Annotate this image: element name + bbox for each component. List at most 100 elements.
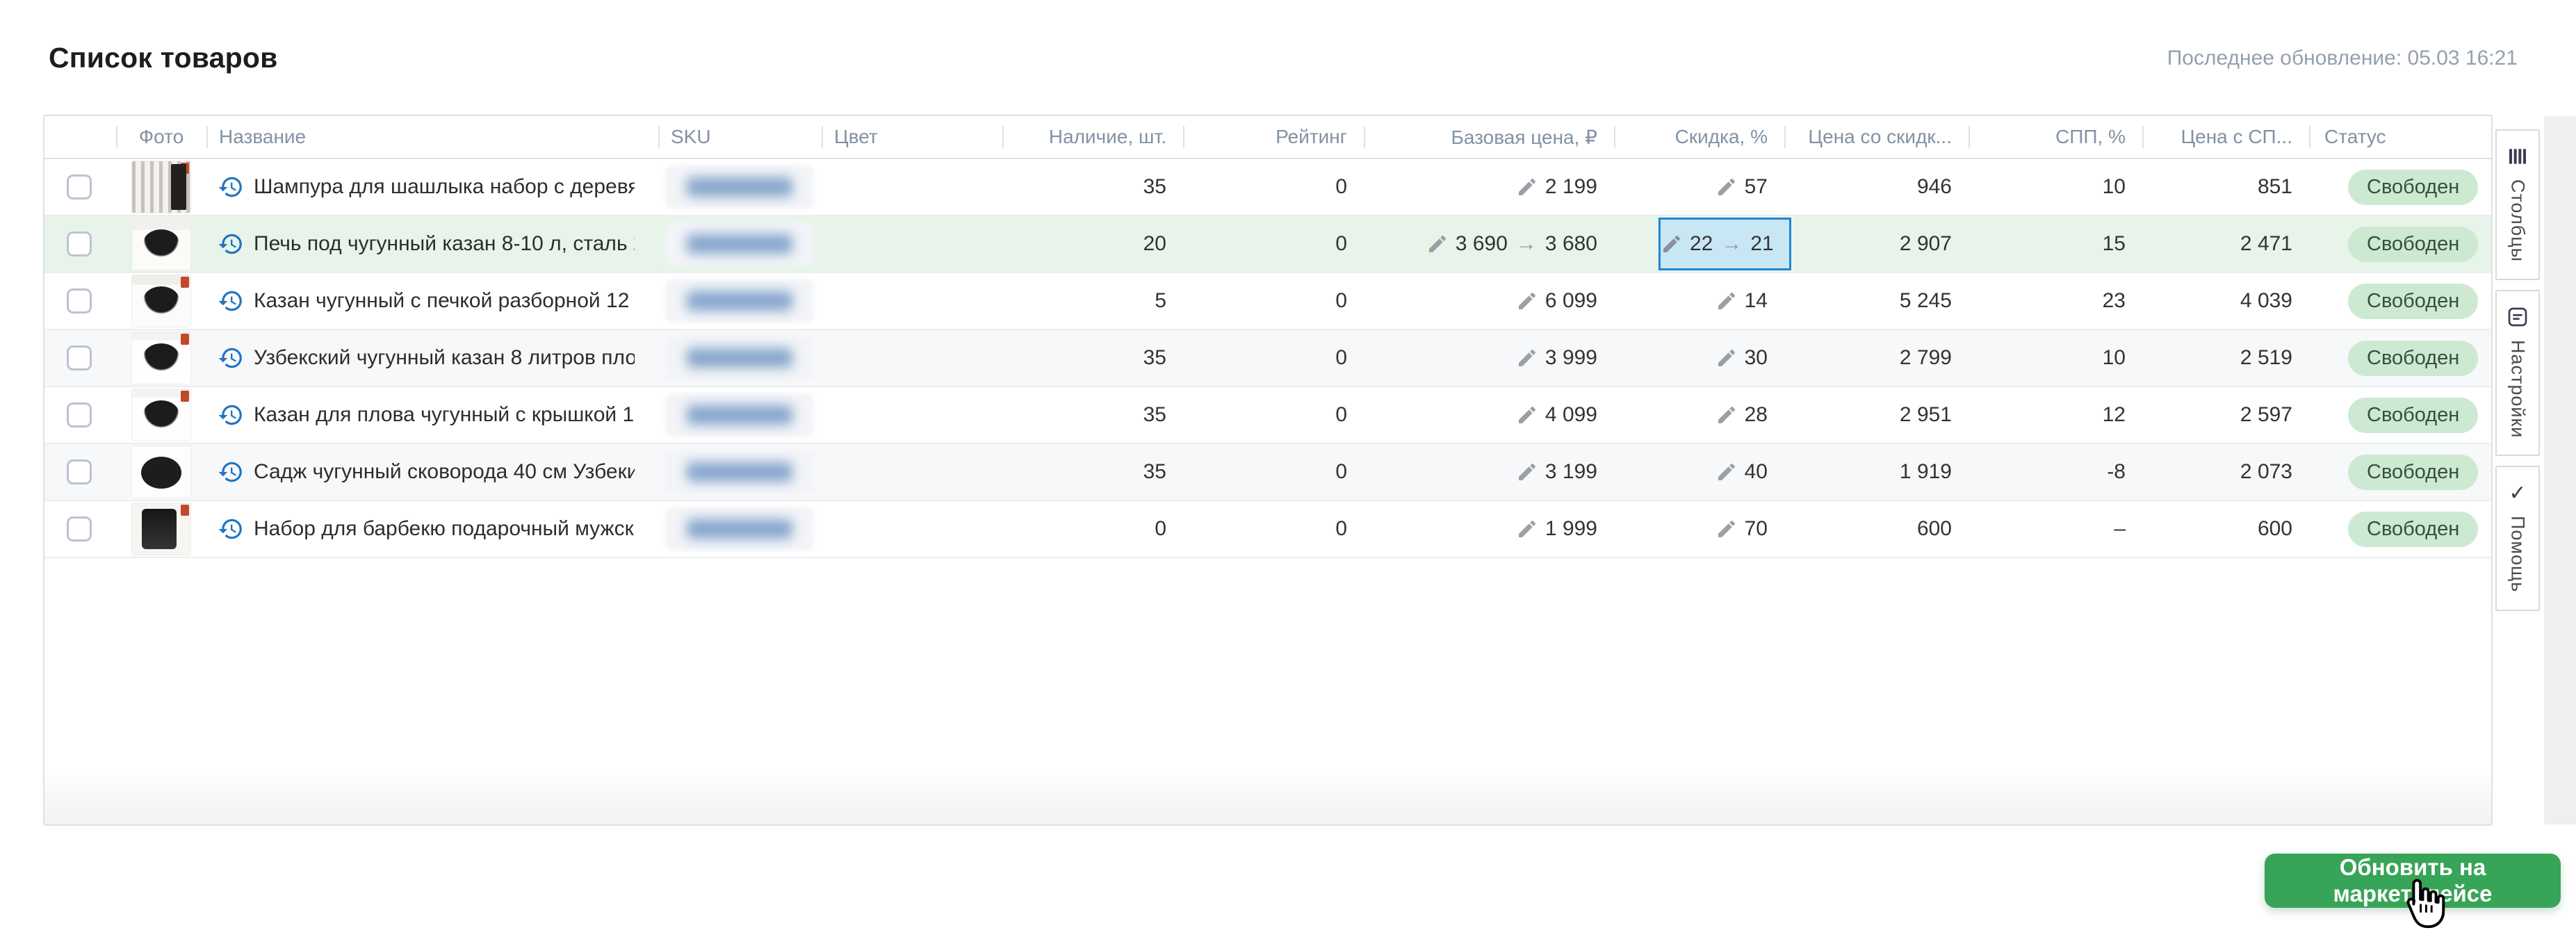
update-marketplace-button[interactable]: Обновить на маркетплейсе	[2265, 854, 2561, 908]
header-price-spp[interactable]: Цена с СП...	[2142, 116, 2309, 158]
header-discount[interactable]: Скидка, %	[1614, 116, 1784, 158]
base-price-cell[interactable]: 2 199	[1364, 159, 1614, 215]
header-price-discounted[interactable]: Цена со скидк...	[1784, 116, 1968, 158]
rating-cell: 0	[1335, 460, 1347, 483]
discount-cell[interactable]: 40	[1614, 444, 1784, 500]
base-price-value: 3 999	[1544, 346, 1597, 369]
price-discounted-cell: 2 951	[1899, 403, 1952, 426]
edit-icon[interactable]	[1715, 347, 1738, 369]
price-spp-cell: 2 471	[2240, 232, 2292, 255]
product-photo	[131, 275, 191, 327]
price-discounted-cell: 1 919	[1899, 460, 1952, 483]
color-cell	[822, 501, 1002, 557]
stock-cell: 0	[1155, 517, 1166, 540]
tab-help[interactable]: ✓ Помощь	[2495, 466, 2540, 611]
edit-icon[interactable]	[1516, 518, 1538, 540]
edit-icon[interactable]	[1516, 404, 1538, 426]
edit-icon[interactable]	[1516, 347, 1538, 369]
price-spp-cell: 851	[2257, 175, 2292, 198]
header-status[interactable]: Статус	[2309, 116, 2491, 158]
arrow-icon: →	[1721, 232, 1743, 255]
base-price-value: 3 199	[1544, 460, 1597, 483]
color-cell	[822, 387, 1002, 443]
tab-label: Помощь	[2507, 516, 2529, 593]
base-price-old: 3 690	[1455, 232, 1508, 255]
discount-cell[interactable]: 28	[1614, 387, 1784, 443]
discount-cell[interactable]: 22 → 21	[1614, 216, 1791, 272]
edit-icon[interactable]	[1715, 176, 1738, 198]
discount-value: 30	[1744, 346, 1768, 369]
edit-icon[interactable]	[1516, 461, 1538, 483]
history-icon[interactable]	[218, 288, 244, 314]
table-row: Шампура для шашлыка набор с деревянной 3…	[44, 159, 2491, 216]
rating-cell: 0	[1335, 346, 1347, 369]
header-spp[interactable]: СПП, %	[1968, 116, 2142, 158]
settings-icon	[2506, 305, 2529, 329]
color-cell	[822, 444, 1002, 500]
row-select-checkbox[interactable]	[67, 459, 92, 484]
discount-cell[interactable]: 57	[1614, 159, 1784, 215]
edit-icon[interactable]	[1426, 233, 1449, 255]
discount-new: 21	[1750, 232, 1774, 255]
row-select-checkbox[interactable]	[67, 288, 92, 313]
history-icon[interactable]	[218, 402, 244, 428]
table-row-highlighted: Печь под чугунный казан 8-10 л, сталь 2 …	[44, 216, 2491, 273]
spp-cell: 23	[2102, 289, 2126, 312]
header-stock[interactable]: Наличие, шт.	[1002, 116, 1183, 158]
base-price-cell[interactable]: 4 099	[1364, 387, 1614, 443]
price-discounted-cell: 2 907	[1899, 232, 1952, 255]
tab-label: Столбцы	[2507, 179, 2529, 263]
rating-cell: 0	[1335, 517, 1347, 540]
discount-editor-selected[interactable]: 22 → 21	[1658, 218, 1791, 270]
header-sku[interactable]: SKU	[658, 116, 822, 158]
row-select-checkbox[interactable]	[67, 231, 92, 256]
color-cell	[822, 216, 1002, 272]
row-select-checkbox[interactable]	[67, 402, 92, 427]
price-spp-cell: 2 597	[2240, 403, 2292, 426]
product-photo	[131, 161, 191, 213]
history-icon[interactable]	[218, 345, 244, 371]
edit-icon[interactable]	[1715, 518, 1738, 540]
edit-icon[interactable]	[1715, 290, 1738, 312]
header-base-price[interactable]: Базовая цена, ₽	[1364, 116, 1614, 158]
sku-value-redacted	[665, 279, 814, 323]
discount-cell[interactable]: 14	[1614, 273, 1784, 329]
product-name: Узбекский чугунный казан 8 литров плоско	[254, 346, 635, 369]
history-icon[interactable]	[218, 516, 244, 542]
header-rating[interactable]: Рейтинг	[1183, 116, 1364, 158]
discount-cell[interactable]: 70	[1614, 501, 1784, 557]
product-name: Печь под чугунный казан 8-10 л, сталь 2 …	[254, 232, 635, 255]
base-price-value: 6 099	[1544, 289, 1597, 312]
edit-icon[interactable]	[1715, 404, 1738, 426]
base-price-cell[interactable]: 3 690 → 3 680	[1364, 216, 1614, 272]
table-row: Узбекский чугунный казан 8 литров плоско…	[44, 330, 2491, 387]
edit-icon[interactable]	[1715, 461, 1738, 483]
price-spp-cell: 600	[2257, 517, 2292, 540]
spp-cell: 12	[2102, 403, 2126, 426]
row-select-checkbox[interactable]	[67, 516, 92, 541]
edit-icon[interactable]	[1516, 290, 1538, 312]
product-name: Казан для плова чугунный с крышкой 10 ли	[254, 403, 635, 426]
edit-icon[interactable]	[1661, 233, 1683, 255]
status-badge: Свободен	[2348, 226, 2479, 262]
edit-icon[interactable]	[1516, 176, 1538, 198]
product-name: Шампура для шашлыка набор с деревянной	[254, 175, 635, 198]
header-name[interactable]: Название	[206, 116, 658, 158]
row-select-checkbox[interactable]	[67, 345, 92, 370]
history-icon[interactable]	[218, 231, 244, 257]
base-price-cell[interactable]: 3 199	[1364, 444, 1614, 500]
product-photo	[131, 332, 191, 384]
tab-columns[interactable]: Столбцы	[2495, 129, 2540, 281]
header-color[interactable]: Цвет	[822, 116, 1002, 158]
base-price-cell[interactable]: 1 999	[1364, 501, 1614, 557]
discount-cell[interactable]: 30	[1614, 330, 1784, 386]
header-select	[44, 116, 116, 158]
history-icon[interactable]	[218, 459, 244, 485]
history-icon[interactable]	[218, 174, 244, 200]
header-photo[interactable]: Фото	[116, 116, 206, 158]
base-price-cell[interactable]: 6 099	[1364, 273, 1614, 329]
tab-settings[interactable]: Настройки	[2495, 290, 2540, 457]
side-rail: Столбцы Настройки ✓ Помощь	[2495, 129, 2544, 611]
row-select-checkbox[interactable]	[67, 174, 92, 199]
base-price-cell[interactable]: 3 999	[1364, 330, 1614, 386]
